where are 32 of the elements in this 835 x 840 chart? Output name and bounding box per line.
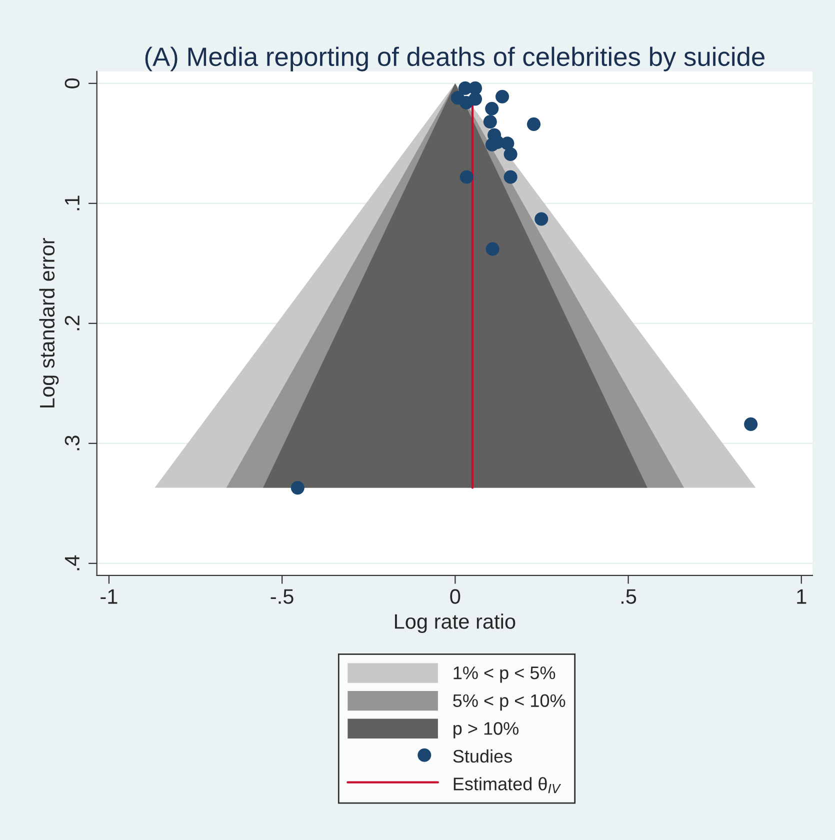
y-axis-title: Log standard error xyxy=(39,238,59,408)
legend-label: Studies xyxy=(453,749,512,763)
point xyxy=(290,481,304,495)
legend-label: 5% < p < 10% xyxy=(453,694,566,711)
point xyxy=(460,170,474,184)
point xyxy=(534,212,548,226)
y-tick-label: .1 xyxy=(65,196,80,210)
point xyxy=(483,115,497,129)
point xyxy=(485,102,499,116)
point xyxy=(744,417,758,431)
point xyxy=(500,136,514,150)
point xyxy=(486,242,500,256)
y-tick-label: .4 xyxy=(65,555,80,570)
point xyxy=(504,147,518,161)
y-tick-label: 0 xyxy=(64,78,80,88)
point xyxy=(526,117,541,131)
point xyxy=(468,92,482,106)
x-tick-label: 0 xyxy=(450,589,460,604)
point xyxy=(504,170,518,184)
y-tick-label: .2 xyxy=(64,316,80,330)
legend-label: Estimated θ$_{IV}$ xyxy=(454,777,562,794)
x-axis-title: Log rate ratio xyxy=(394,614,516,633)
chart-title: (A) Media reporting of deaths of celebrities by suicide xyxy=(145,46,764,72)
x-tick-label: -1 xyxy=(100,589,118,604)
x-tick-label: .5 xyxy=(621,589,636,604)
legend-label: 1% < p < 5% xyxy=(454,666,556,683)
legend-label: p > 10% xyxy=(454,722,519,738)
point xyxy=(485,138,499,152)
x-tick-label: 1 xyxy=(797,589,806,604)
x-tick-label: -.5 xyxy=(270,589,294,604)
point xyxy=(495,90,510,104)
y-tick-label: .3 xyxy=(64,436,80,450)
